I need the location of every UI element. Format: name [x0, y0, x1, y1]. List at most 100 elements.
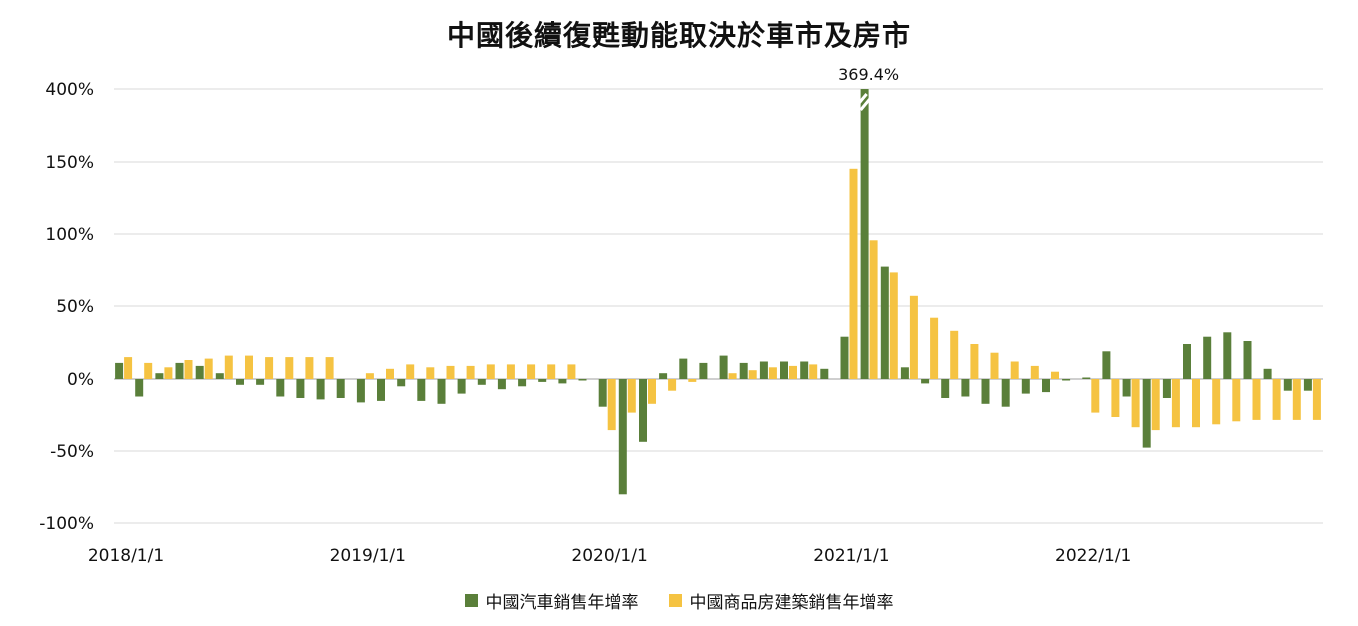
car-bar	[1122, 379, 1131, 397]
property-bar	[688, 379, 697, 382]
car-bar	[699, 362, 708, 379]
car-bar	[1203, 336, 1212, 379]
car-bar	[1082, 377, 1091, 379]
car-bar	[578, 379, 587, 381]
property-bar	[789, 365, 797, 379]
car-bar	[316, 379, 325, 400]
property-bar	[164, 367, 173, 379]
car-bar	[538, 379, 547, 382]
legend-swatch-property	[668, 594, 682, 607]
car-bar	[155, 373, 164, 379]
property-bar	[889, 272, 898, 379]
car-bar	[1183, 344, 1191, 379]
y-tick-label: 50%	[56, 297, 94, 317]
y-tick-label: -100%	[39, 514, 94, 534]
car-bar	[1223, 332, 1232, 379]
car-bar	[759, 361, 768, 379]
car-bar	[598, 379, 607, 407]
axis-break-value-label: 369.4%	[838, 65, 899, 84]
car-bar	[477, 379, 486, 385]
property-bar	[406, 364, 415, 379]
car-bar	[296, 379, 305, 398]
property-bar	[426, 367, 435, 379]
car-bar	[860, 89, 869, 379]
property-bar	[849, 168, 858, 379]
property-bar	[386, 368, 394, 379]
y-tick-label: 400%	[45, 80, 94, 100]
car-bar	[558, 379, 567, 384]
x-tick-label: 2020/1/1	[571, 546, 647, 566]
property-bar	[305, 357, 314, 379]
car-bar	[497, 379, 506, 390]
property-bar	[144, 362, 153, 379]
y-tick-label: 100%	[45, 225, 94, 245]
car-bar	[900, 367, 909, 379]
property-bar	[486, 364, 495, 379]
property-bar	[1312, 379, 1321, 420]
property-bar	[1272, 379, 1281, 420]
property-bar	[809, 364, 818, 379]
car-bar	[437, 379, 446, 404]
car-bar	[115, 362, 124, 379]
property-bar	[466, 365, 475, 379]
property-bar	[365, 373, 374, 379]
car-bar	[921, 379, 930, 384]
car-bar	[236, 379, 244, 385]
property-bar	[990, 352, 999, 379]
car-bar	[195, 365, 204, 379]
property-bar	[970, 344, 979, 379]
y-tick-label: 0%	[67, 370, 94, 390]
property-bar	[506, 364, 515, 379]
car-bar	[639, 379, 647, 442]
property-bar	[285, 357, 294, 379]
x-tick-label: 2021/1/1	[813, 546, 889, 566]
car-bar	[941, 379, 950, 398]
car-bar	[356, 379, 365, 403]
car-bar	[981, 379, 990, 404]
property-bar	[1192, 379, 1200, 428]
car-bar	[780, 361, 788, 379]
property-bar	[1212, 379, 1221, 425]
property-bar	[204, 358, 213, 379]
property-bar	[728, 373, 737, 379]
car-bar	[518, 379, 527, 387]
property-bar	[627, 379, 636, 413]
property-bar	[124, 357, 133, 379]
property-bar	[768, 367, 777, 379]
car-bar	[800, 361, 809, 379]
property-bar	[1051, 371, 1059, 379]
car-bar	[820, 368, 829, 379]
property-bar	[1292, 379, 1301, 420]
y-tick-label: 150%	[45, 153, 94, 173]
car-bar	[1001, 379, 1010, 407]
car-bar	[175, 362, 184, 379]
property-bar	[869, 240, 878, 379]
x-tick-label: 2019/1/1	[330, 546, 406, 566]
car-bar	[679, 358, 688, 379]
property-bar	[668, 379, 677, 391]
car-bar	[1283, 379, 1292, 391]
car-bar	[1303, 379, 1312, 391]
car-bar	[336, 379, 345, 398]
property-bar	[607, 379, 616, 431]
property-bar	[245, 355, 253, 379]
property-bar	[1091, 379, 1100, 413]
property-bar	[184, 360, 193, 379]
legend: 中國汽車銷售年增率 中國商品房建築銷售年增率	[0, 588, 1358, 613]
car-bar	[1042, 379, 1050, 393]
property-bar	[547, 364, 556, 379]
car-bar	[397, 379, 406, 387]
car-bar	[215, 373, 224, 379]
legend-item-property: 中國商品房建築銷售年增率	[668, 588, 894, 613]
car-bar	[1021, 379, 1030, 394]
car-bar	[417, 379, 426, 401]
property-bar	[265, 357, 274, 379]
car-bar	[719, 355, 728, 379]
property-bar	[1010, 361, 1019, 379]
car-bar	[377, 379, 385, 401]
car-bar	[659, 373, 668, 379]
legend-swatch-car	[464, 594, 478, 607]
car-bar	[739, 362, 748, 379]
axis-break-mark	[855, 93, 872, 111]
car-bar	[1263, 368, 1272, 379]
